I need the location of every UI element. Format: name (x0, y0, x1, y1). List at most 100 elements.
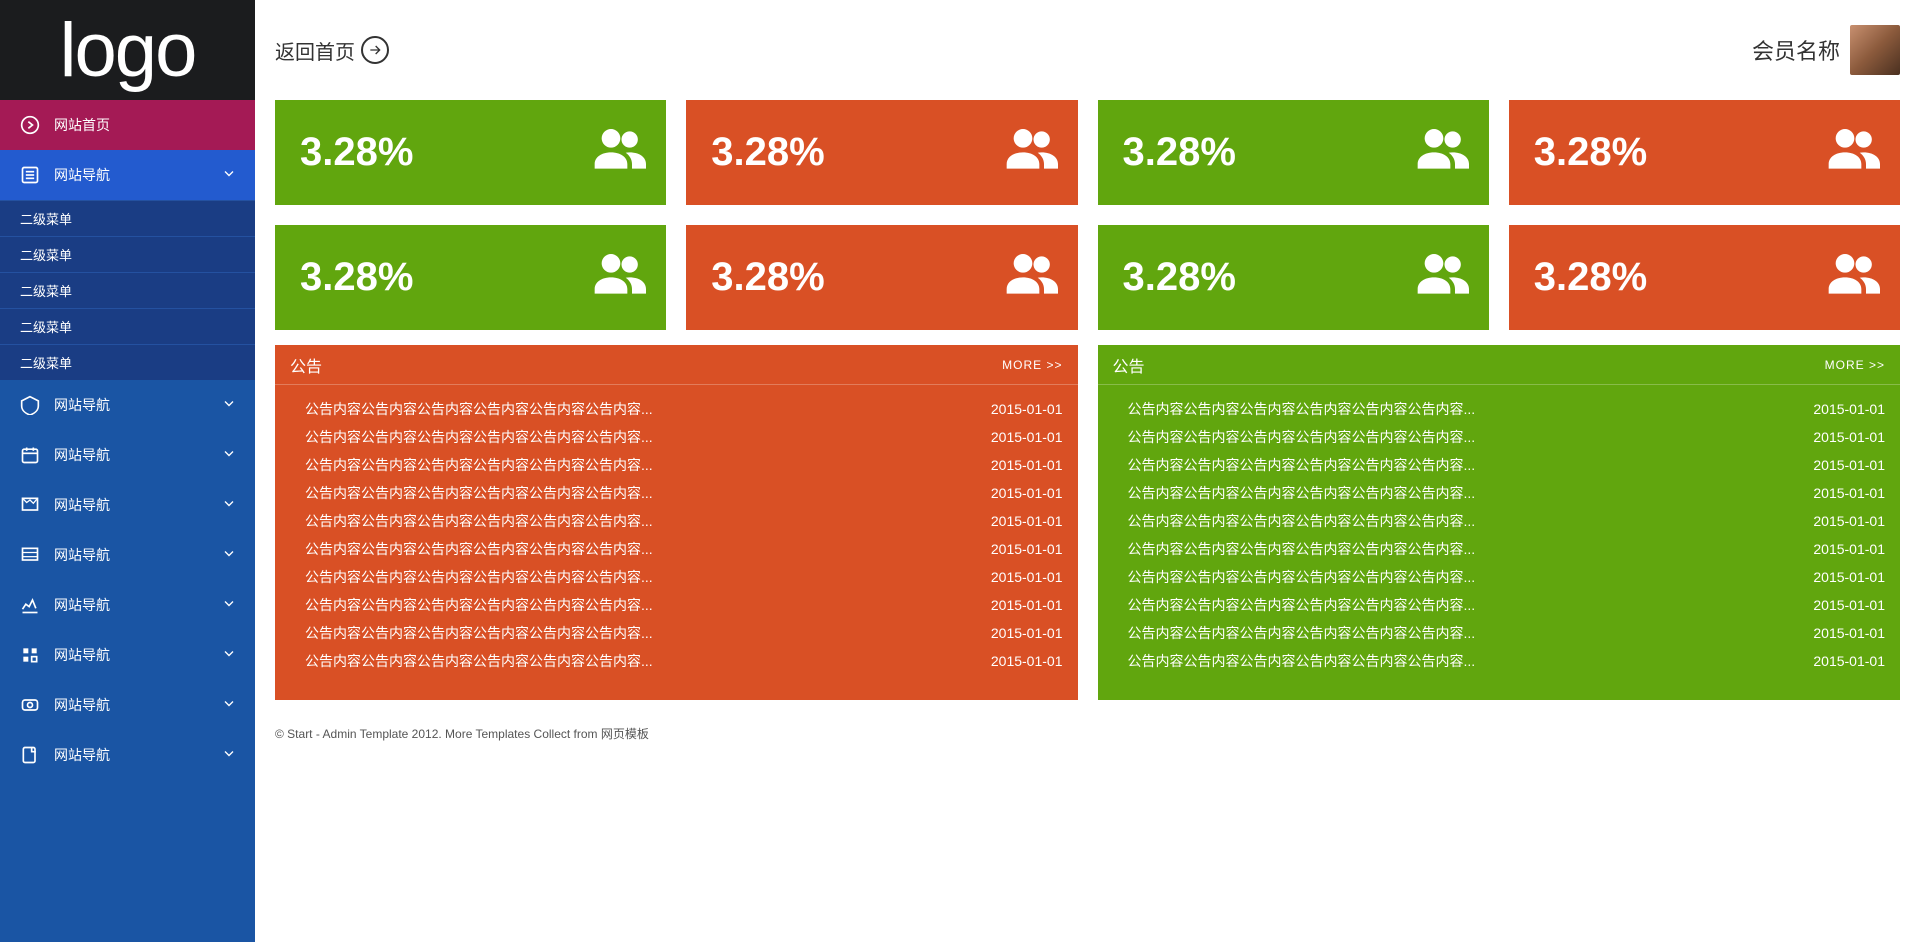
sidebar-item-nav[interactable]: 网站导航 (0, 580, 255, 630)
announcement-text: 公告内容公告内容公告内容公告内容公告内容公告内容... (1128, 399, 1476, 419)
users-icon (1824, 122, 1880, 183)
stat-tile[interactable]: 3.28% (1509, 225, 1900, 330)
announcement-item[interactable]: 公告内容公告内容公告内容公告内容公告内容公告内容...2015-01-01 (1128, 563, 1886, 591)
sidebar-item-nav[interactable]: 网站导航 (0, 630, 255, 680)
stat-tiles-row-1: 3.28% 3.28% 3.28% 3.28% (275, 100, 1900, 205)
announcement-text: 公告内容公告内容公告内容公告内容公告内容公告内容... (305, 483, 653, 503)
sidebar-sub-item[interactable]: 二级菜单 (0, 308, 255, 344)
nav-icon (20, 495, 40, 515)
announcement-item[interactable]: 公告内容公告内容公告内容公告内容公告内容公告内容...2015-01-01 (305, 647, 1063, 675)
sidebar-other-items: 网站导航网站导航网站导航网站导航网站导航网站导航网站导航网站导航 (0, 380, 255, 780)
announcement-item[interactable]: 公告内容公告内容公告内容公告内容公告内容公告内容... 2015-01-01 (1128, 423, 1886, 451)
announcement-item[interactable]: 公告内容公告内容公告内容公告内容公告内容公告内容... 2015-01-01 (1128, 591, 1886, 619)
chevron-down-icon (221, 496, 237, 515)
announcement-text: 公告内容公告内容公告内容公告内容公告内容公告内容... (305, 595, 653, 615)
announcement-item[interactable]: 公告内容公告内容公告内容公告内容公告内容公告内容...2015-01-01 (1128, 507, 1886, 535)
announcement-date: 2015-01-01 (1813, 597, 1885, 613)
users-icon (1413, 247, 1469, 308)
announcement-date: 2015-01-01 (1813, 401, 1885, 417)
panel-header: 公告 MORE >> (1098, 345, 1901, 385)
announcement-text: 公告内容公告内容公告内容公告内容公告内容公告内容... (1128, 539, 1476, 559)
announcement-text: 公告内容公告内容公告内容公告内容公告内容公告内容... (1128, 483, 1476, 503)
announcement-item[interactable]: 公告内容公告内容公告内容公告内容公告内容公告内容...2015-01-01 (305, 507, 1063, 535)
stat-tile[interactable]: 3.28% (1509, 100, 1900, 205)
stat-tile[interactable]: 3.28% (1098, 225, 1489, 330)
tile-value: 3.28% (300, 130, 413, 175)
sidebar-item-nav[interactable]: 网站导航 (0, 680, 255, 730)
tile-value: 3.28% (1534, 130, 1647, 175)
tile-value: 3.28% (1534, 255, 1647, 300)
back-home-button[interactable]: 返回首页 (275, 36, 389, 65)
announcement-text: 公告内容公告内容公告内容公告内容公告内容公告内容... (305, 511, 653, 531)
announcement-text: 公告内容公告内容公告内容公告内容公告内容公告内容... (305, 539, 653, 559)
sidebar-item-label: 网站导航 (54, 595, 110, 615)
nav-icon (20, 395, 40, 415)
stat-tiles-row-2: 3.28%3.28%3.28%3.28% (275, 225, 1900, 330)
users-icon (1413, 122, 1469, 183)
announcement-item[interactable]: 公告内容公告内容公告内容公告内容公告内容公告内容...2015-01-01 (305, 619, 1063, 647)
panel-more-link[interactable]: MORE >> (1002, 358, 1062, 372)
announcement-item[interactable]: 公告内容公告内容公告内容公告内容公告内容公告内容...2015-01-01 (305, 423, 1063, 451)
announcement-item[interactable]: 公告内容公告内容公告内容公告内容公告内容公告内容...2015-01-01 (1128, 619, 1886, 647)
panel-title: 公告 (290, 353, 322, 377)
panel-more-link[interactable]: MORE >> (1825, 358, 1885, 372)
stat-tile[interactable]: 3.28% (275, 100, 666, 205)
announcement-item[interactable]: 公告内容公告内容公告内容公告内容公告内容公告内容...2015-01-01 (305, 451, 1063, 479)
users-icon (1002, 247, 1058, 308)
announcement-item[interactable]: 公告内容公告内容公告内容公告内容公告内容公告内容... 2015-01-01 (1128, 395, 1886, 423)
announcement-date: 2015-01-01 (991, 625, 1063, 641)
footer-text: © Start - Admin Template 2012. More Temp… (275, 725, 1900, 742)
announcement-date: 2015-01-01 (991, 401, 1063, 417)
nav-icon (20, 695, 40, 715)
announcement-text: 公告内容公告内容公告内容公告内容公告内容公告内容... (305, 399, 653, 419)
stat-tile[interactable]: 3.28% (1098, 100, 1489, 205)
user-name: 会员名称 (1752, 34, 1840, 66)
stat-tile[interactable]: 3.28% (686, 100, 1077, 205)
announcement-text: 公告内容公告内容公告内容公告内容公告内容公告内容... (1128, 623, 1476, 643)
announcement-date: 2015-01-01 (1813, 429, 1885, 445)
stat-tile[interactable]: 3.28% (686, 225, 1077, 330)
sidebar-item-nav[interactable]: 网站导航 (0, 430, 255, 480)
announcement-text: 公告内容公告内容公告内容公告内容公告内容公告内容... (1128, 595, 1476, 615)
sidebar-item-nav-expanded[interactable]: 网站导航 (0, 150, 255, 200)
announcement-text: 公告内容公告内容公告内容公告内容公告内容公告内容... (1128, 455, 1476, 475)
list-icon (20, 165, 40, 185)
announcement-item[interactable]: 公告内容公告内容公告内容公告内容公告内容公告内容...2015-01-01 (305, 535, 1063, 563)
avatar (1850, 25, 1900, 75)
sidebar-item-nav[interactable]: 网站导航 (0, 730, 255, 780)
sidebar-item-nav[interactable]: 网站导航 (0, 380, 255, 430)
announcement-item[interactable]: 公告内容公告内容公告内容公告内容公告内容公告内容... 2015-01-01 (1128, 479, 1886, 507)
announcement-item[interactable]: 公告内容公告内容公告内容公告内容公告内容公告内容... 2015-01-01 (305, 479, 1063, 507)
sidebar-sub-item[interactable]: 二级菜单 (0, 272, 255, 308)
sidebar-item-nav[interactable]: 网站导航 (0, 530, 255, 580)
panel-body: 公告内容公告内容公告内容公告内容公告内容公告内容... 2015-01-01 公告内… (1098, 385, 1901, 700)
sidebar-item-nav[interactable]: 网站导航 (0, 480, 255, 530)
announcement-text: 公告内容公告内容公告内容公告内容公告内容公告内容... (305, 567, 653, 587)
user-area[interactable]: 会员名称 (1752, 25, 1900, 75)
stat-tile[interactable]: 3.28% (275, 225, 666, 330)
tile-value: 3.28% (711, 130, 824, 175)
announcement-date: 2015-01-01 (991, 569, 1063, 585)
panel-body: 公告内容公告内容公告内容公告内容公告内容公告内容... 2015-01-01 公告内… (275, 385, 1078, 700)
announcement-date: 2015-01-01 (991, 457, 1063, 473)
sidebar-item-home[interactable]: 网站首页 (0, 100, 255, 150)
announcement-date: 2015-01-01 (1813, 485, 1885, 501)
announcement-text: 公告内容公告内容公告内容公告内容公告内容公告内容... (1128, 427, 1476, 447)
sidebar-sub-item[interactable]: 二级菜单 (0, 236, 255, 272)
announcement-item[interactable]: 公告内容公告内容公告内容公告内容公告内容公告内容...2015-01-01 (305, 591, 1063, 619)
announcement-date: 2015-01-01 (1813, 569, 1885, 585)
announcement-item[interactable]: 公告内容公告内容公告内容公告内容公告内容公告内容...2015-01-01 (1128, 451, 1886, 479)
announcement-date: 2015-01-01 (1813, 541, 1885, 557)
sidebar-sub-item[interactable]: 二级菜单 (0, 200, 255, 236)
tile-value: 3.28% (1123, 130, 1236, 175)
announcement-date: 2015-01-01 (991, 653, 1063, 669)
announcement-item[interactable]: 公告内容公告内容公告内容公告内容公告内容公告内容... 2015-01-01 (305, 395, 1063, 423)
announcement-item[interactable]: 公告内容公告内容公告内容公告内容公告内容公告内容...2015-01-01 (1128, 647, 1886, 675)
logo-text: logo (60, 7, 196, 94)
sidebar-item-label: 网站导航 (54, 445, 110, 465)
announcement-date: 2015-01-01 (991, 485, 1063, 501)
announcement-item[interactable]: 公告内容公告内容公告内容公告内容公告内容公告内容... 2015-01-01 (305, 563, 1063, 591)
sidebar-sub-item[interactable]: 二级菜单 (0, 344, 255, 380)
announcement-item[interactable]: 公告内容公告内容公告内容公告内容公告内容公告内容... 2015-01-01 (1128, 535, 1886, 563)
announcement-panel-left: 公告 MORE >> 公告内容公告内容公告内容公告内容公告内容公告内容... 20… (275, 345, 1078, 700)
